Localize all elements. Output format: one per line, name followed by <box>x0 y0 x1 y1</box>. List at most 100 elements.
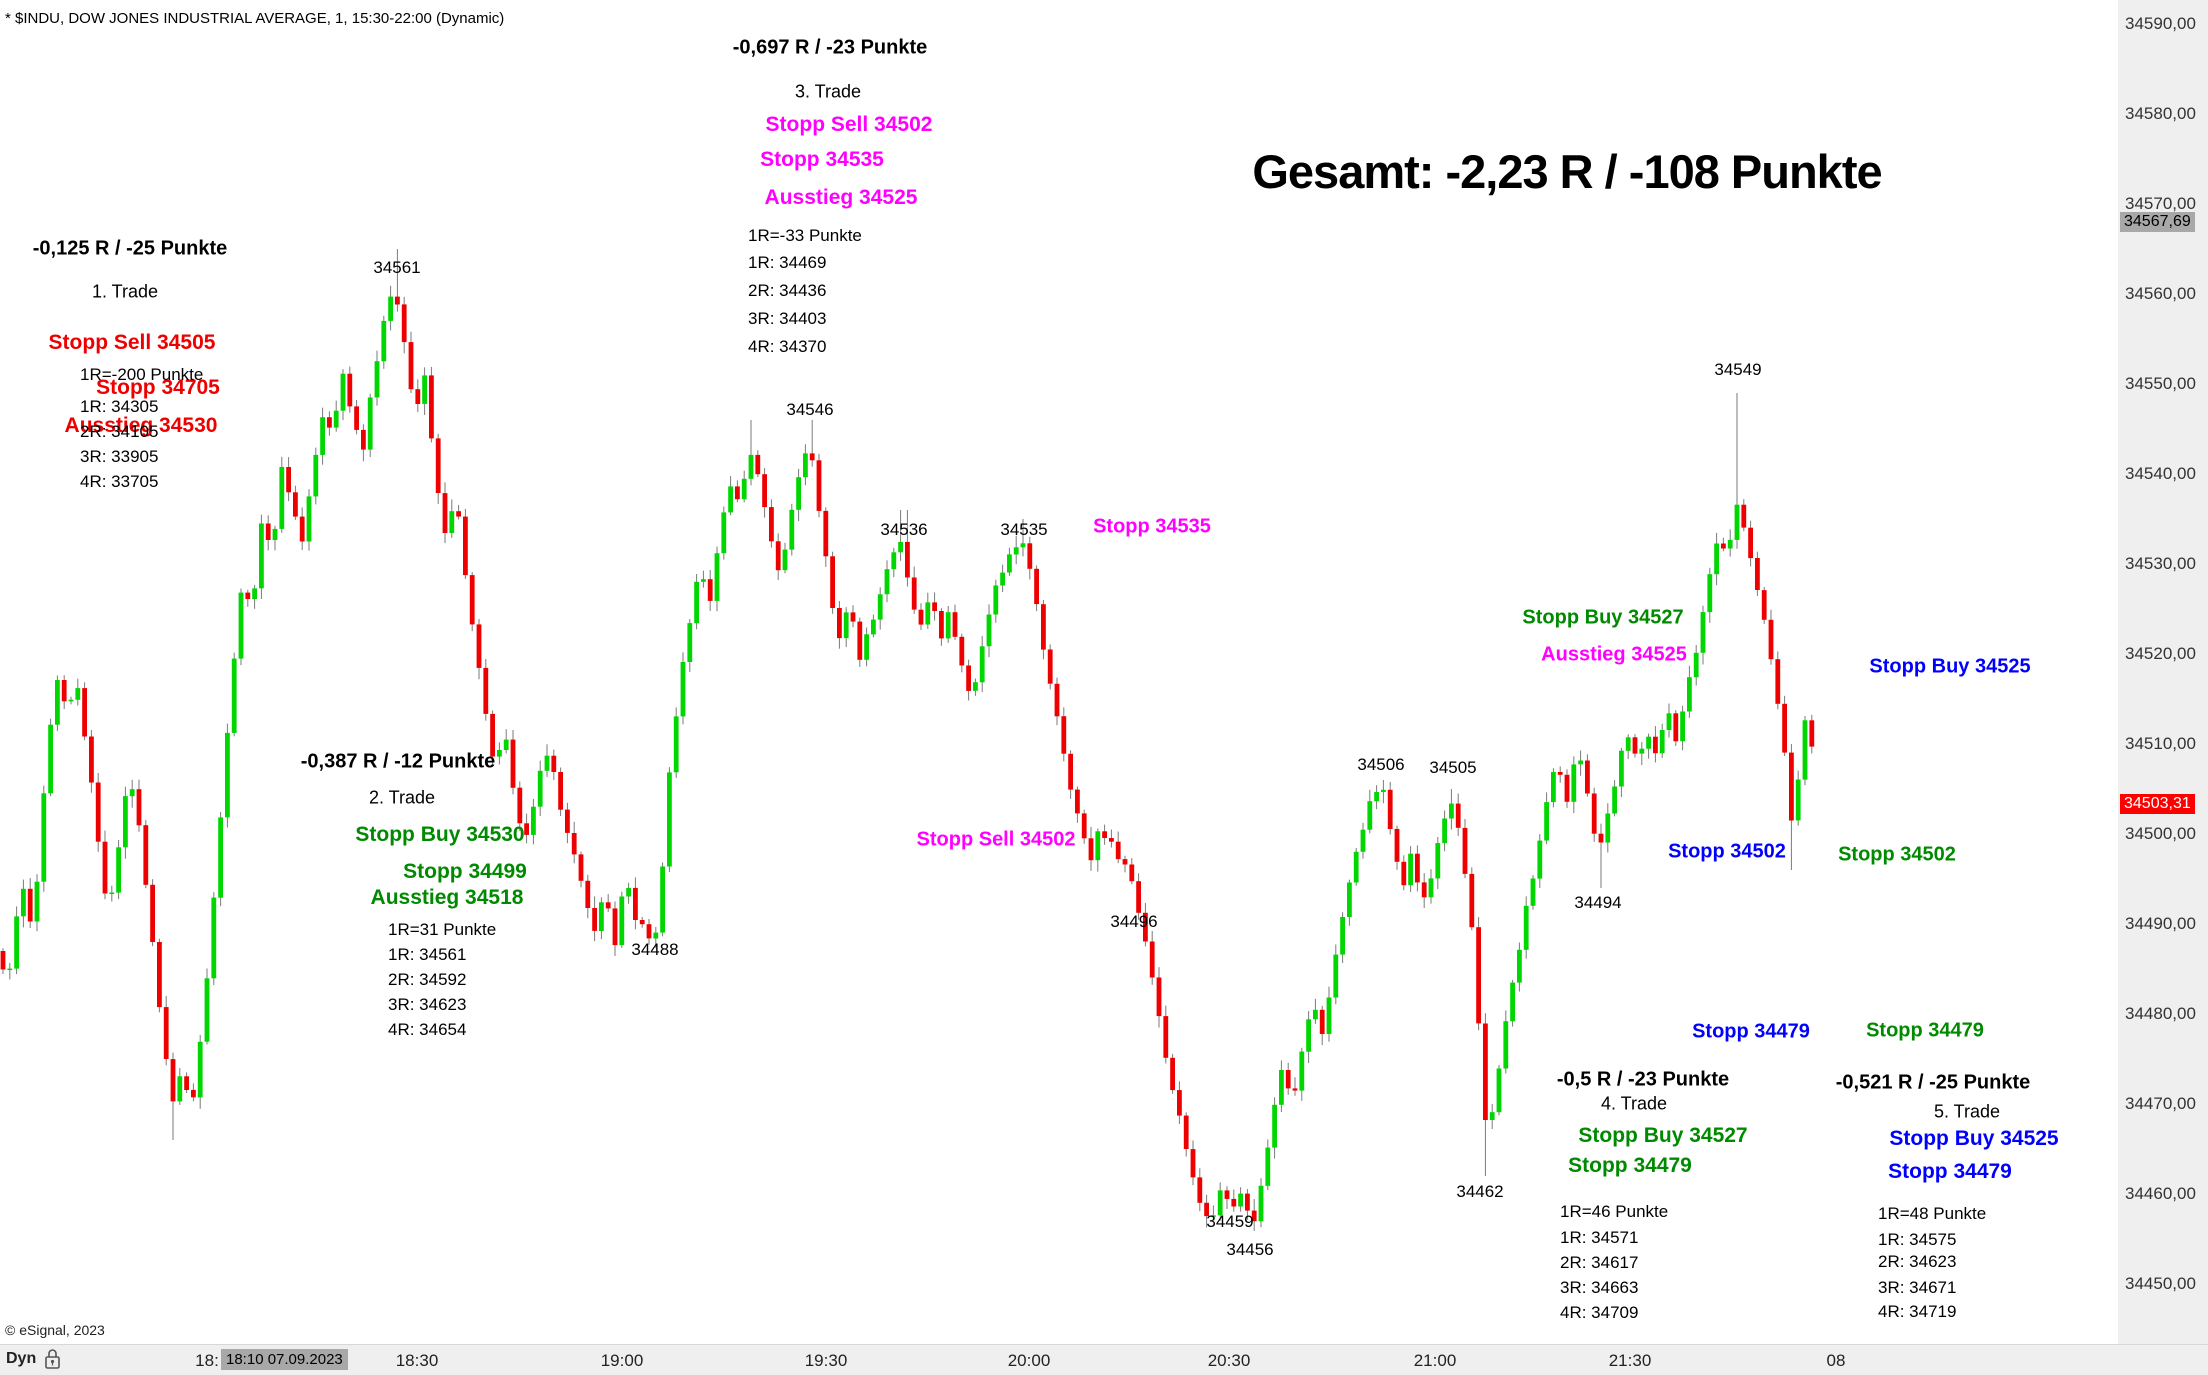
candle-body <box>1530 878 1536 906</box>
candle-body <box>565 809 570 833</box>
candle-body <box>1272 1104 1277 1148</box>
candle-body <box>905 541 910 578</box>
lock-icon[interactable] <box>44 1348 61 1375</box>
candle-body <box>741 478 747 500</box>
candle-body <box>551 755 557 772</box>
candle-body <box>435 438 441 493</box>
candle-body <box>1734 504 1740 540</box>
candle-body <box>21 888 26 917</box>
candle-body <box>1653 736 1658 754</box>
session-high-badge: 34567,69 <box>2120 212 2195 232</box>
trade-1-line: 4R: 33705 <box>80 472 159 491</box>
candle-body <box>646 924 652 939</box>
candle-body <box>367 397 373 450</box>
candle-body <box>68 699 74 702</box>
stop-level-label: Stopp 34479 <box>1692 1020 1810 1043</box>
candle-body <box>796 477 801 510</box>
candle-body <box>1476 927 1481 1024</box>
candle-body <box>1034 568 1039 605</box>
candle-body <box>1401 861 1407 886</box>
swing-price-label: 34488 <box>631 940 679 959</box>
candle-body <box>1551 772 1556 803</box>
candle-body <box>605 902 611 909</box>
candle-body <box>667 772 672 867</box>
candle-body <box>762 474 767 508</box>
candle-body <box>1483 1023 1488 1120</box>
candle-body <box>429 375 434 439</box>
trade-1-line: 3R: 33905 <box>80 447 159 466</box>
candle-body <box>558 772 563 810</box>
trade-5-line: Stopp 34479 <box>1888 1160 2012 1183</box>
time-tick: 20:30 <box>1207 1351 1251 1370</box>
candle-body <box>1455 803 1461 828</box>
time-axis[interactable]: Dyn 18:10 07.09.2023 18: 18:30 19:00 19:30 2… <box>0 1344 2208 1375</box>
candle-body <box>1775 659 1781 704</box>
candle-body <box>1292 1088 1298 1091</box>
candle-body <box>41 793 47 882</box>
trade-2-line: 4R: 34654 <box>388 1020 467 1039</box>
candle-body <box>1088 838 1094 861</box>
candle-body <box>1612 786 1617 814</box>
candle-body <box>1183 1115 1189 1149</box>
swing-price-label: 34459 <box>1206 1212 1254 1231</box>
candle-body <box>327 417 332 428</box>
candle-body <box>945 612 951 639</box>
trade-1-line: 1. Trade <box>91 281 159 302</box>
price-axis[interactable]: 34567,69 34503,31 34590,00 34580,00 34570,… <box>2118 0 2208 1344</box>
stop-level-label: Stopp Sell 34502 <box>916 828 1076 851</box>
candle-body <box>843 612 849 639</box>
candle-body <box>592 908 597 931</box>
candle-body <box>1285 1070 1291 1089</box>
candles-plot[interactable] <box>0 0 2118 1344</box>
time-tick: 20:00 <box>1007 1351 1051 1370</box>
candle-body <box>238 592 244 659</box>
trade-4-line: 4R: 34709 <box>1560 1303 1639 1322</box>
candle-body <box>1666 713 1672 730</box>
price-tick: 34550,00 <box>2125 374 2196 393</box>
candle-body <box>809 453 815 461</box>
candle-body <box>1041 604 1046 650</box>
candle-body <box>293 492 298 517</box>
candle-body <box>347 373 353 407</box>
trade-2-line: Ausstieg 34518 <box>370 886 524 909</box>
candle-body <box>769 507 774 542</box>
candle-body <box>503 739 509 750</box>
candle-body <box>1075 789 1080 814</box>
candle-body <box>918 609 924 625</box>
candle-body <box>1068 753 1073 790</box>
candle-body <box>1632 737 1638 754</box>
candle-body <box>1503 1021 1509 1069</box>
candle-body <box>1197 1177 1203 1203</box>
candle-body <box>136 789 142 826</box>
dyn-mode-button[interactable]: Dyn <box>6 1350 37 1367</box>
candle-body <box>1000 572 1005 586</box>
candle-body <box>170 1059 176 1102</box>
candle-body <box>1313 1009 1318 1020</box>
candle-body <box>361 429 366 450</box>
trade-5-line: 4R: 34719 <box>1878 1302 1957 1321</box>
candle-body <box>476 624 482 668</box>
candle-body <box>143 825 149 885</box>
candle-body <box>225 732 230 818</box>
candle-body <box>524 823 529 835</box>
candle-body <box>395 296 400 305</box>
price-tick: 34580,00 <box>2125 104 2196 123</box>
candle-body <box>850 612 856 622</box>
trade-2-line: 2R: 34592 <box>388 970 467 989</box>
candle-body <box>1081 813 1087 839</box>
candle-body <box>673 716 679 773</box>
price-tick: 34510,00 <box>2125 734 2196 753</box>
trade-3-line: 3. Trade <box>794 81 862 102</box>
candle-body <box>0 951 6 970</box>
trade-3-line: 4R: 34370 <box>748 337 827 356</box>
candlestick-chart[interactable]: 34561 34546 34536 34535 34488 34496 34506 34505… <box>0 0 2118 1344</box>
candle-body <box>1748 527 1753 559</box>
trade-4-line: -0,5 R / -23 Punkte <box>1556 1068 1730 1091</box>
candle-body <box>925 602 931 625</box>
candle-body <box>1143 912 1148 942</box>
trade-1-line: 1R: 34305 <box>80 397 159 416</box>
candle-body <box>286 467 291 493</box>
candle-body <box>299 516 305 542</box>
trade-2-line: Stopp 34499 <box>403 860 527 883</box>
candle-body <box>150 884 155 942</box>
